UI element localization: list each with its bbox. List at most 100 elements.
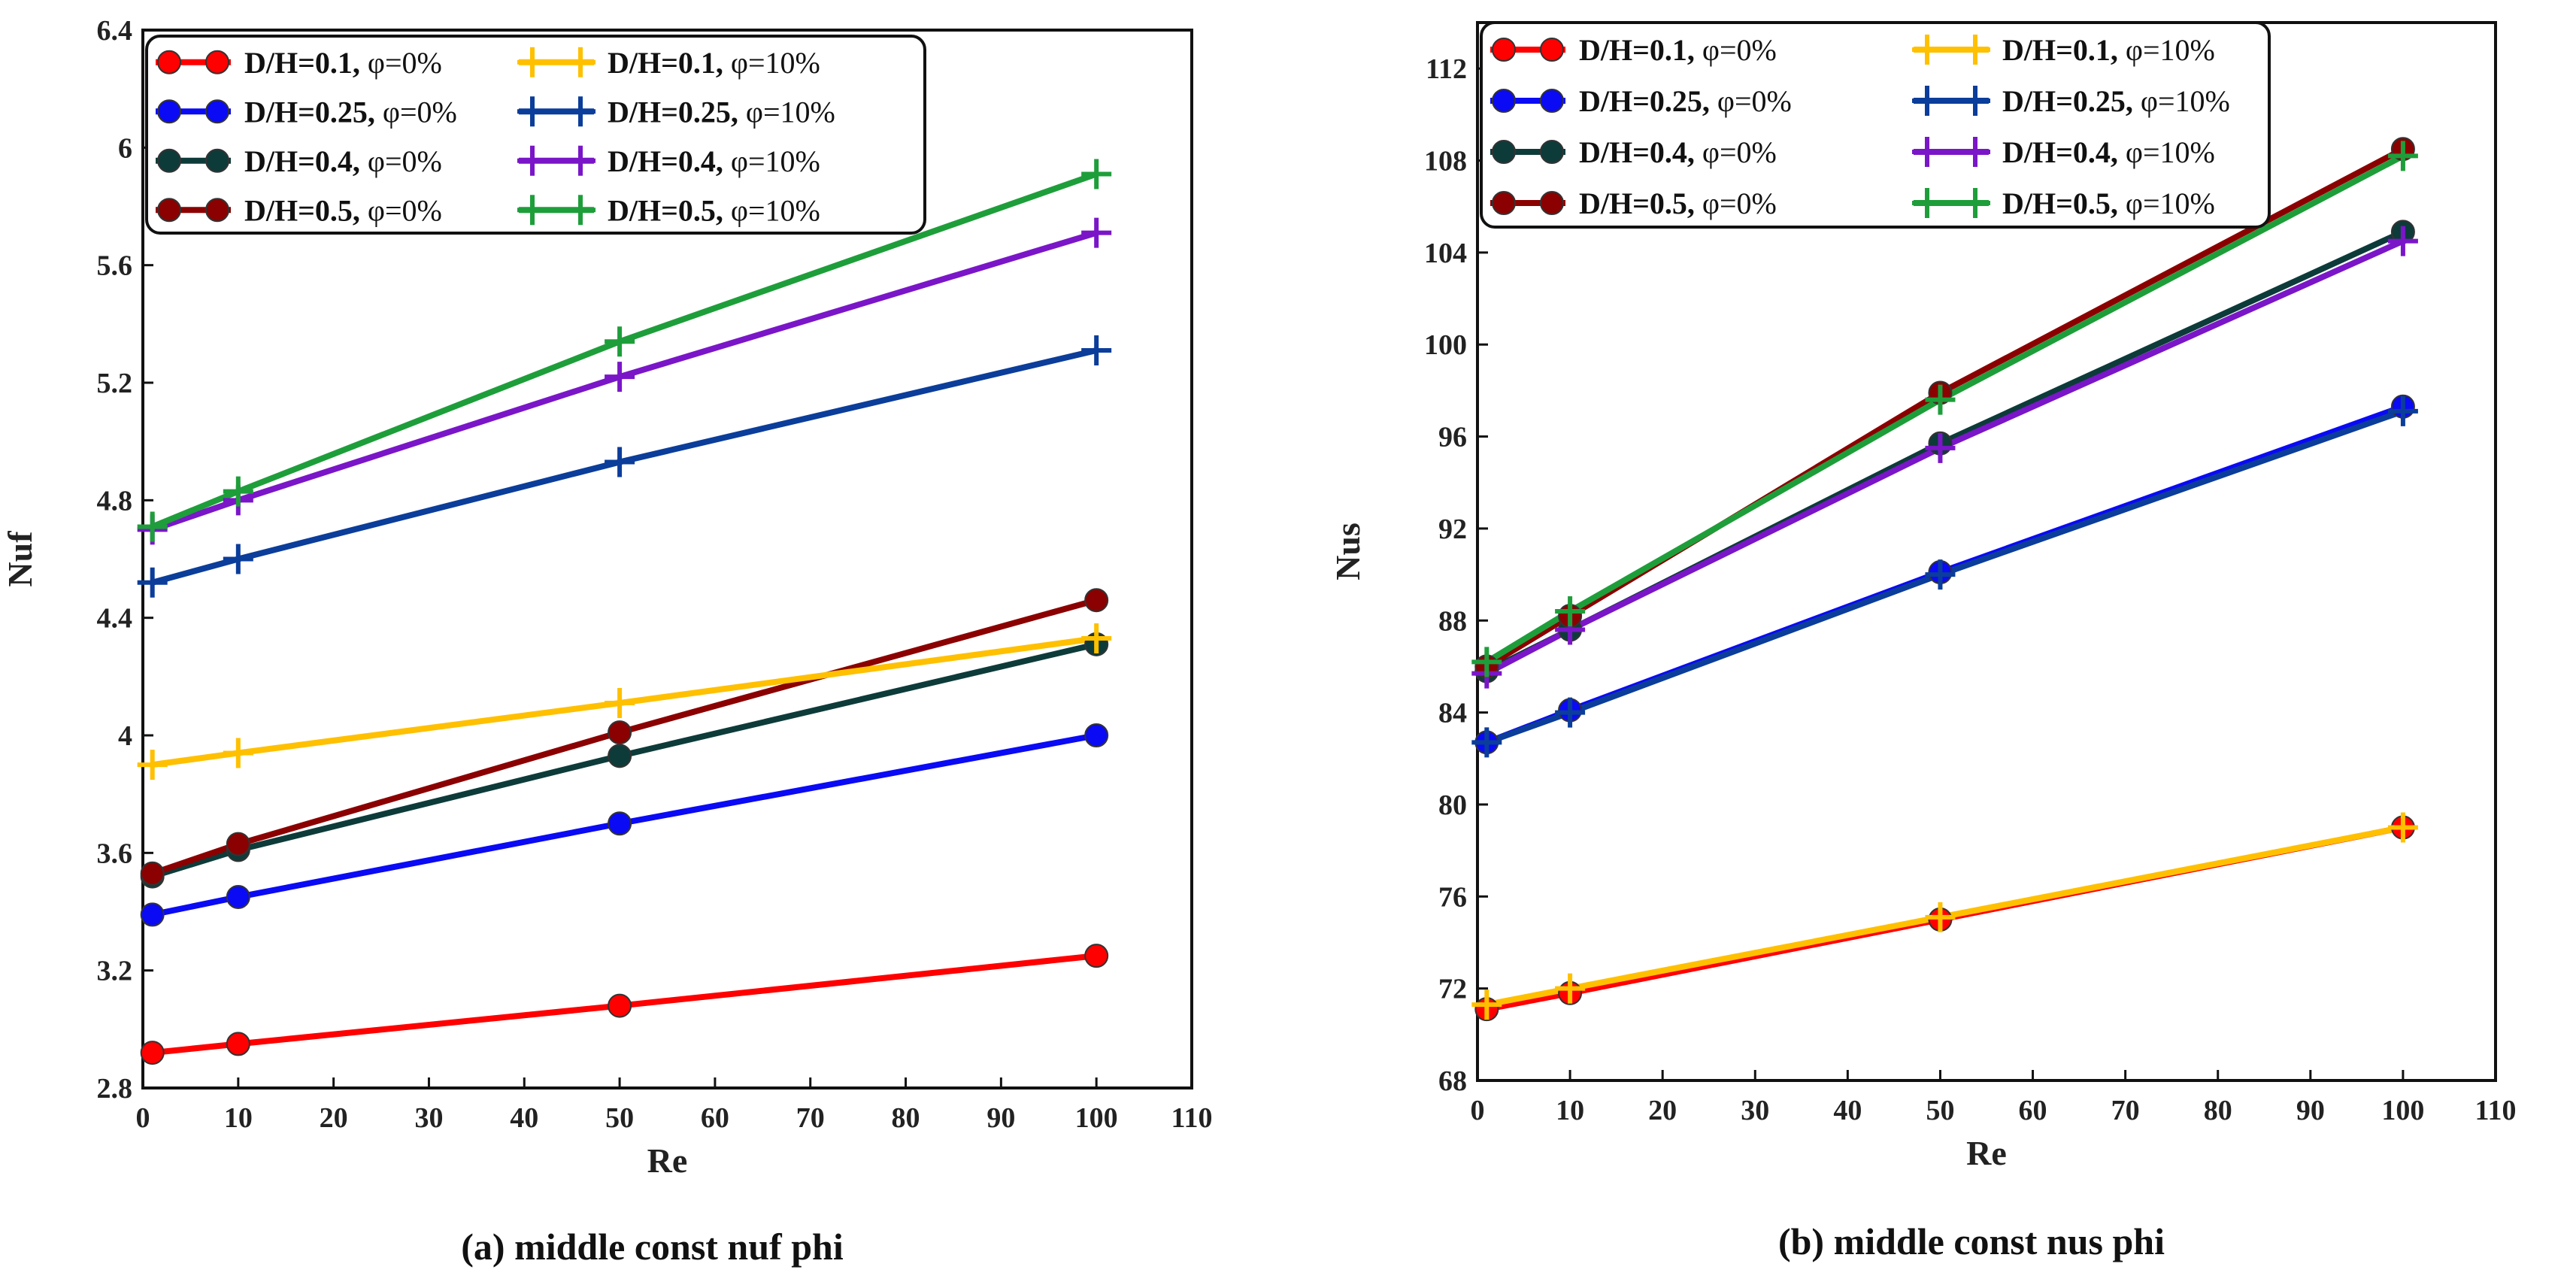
data-point-circle — [140, 902, 165, 927]
data-point-circle — [608, 720, 632, 745]
legend-label: D/H=0.5, φ=0% — [244, 193, 442, 227]
legend-entry: D/H=0.25, φ=0% — [156, 95, 457, 129]
series-line — [1485, 408, 2405, 746]
legend-entry: D/H=0.4, φ=10% — [1912, 135, 2215, 169]
data-point-plus — [1925, 384, 1956, 415]
data-point-circle — [1492, 140, 1516, 164]
legend-entry: D/H=0.25, φ=10% — [517, 95, 835, 129]
y-tick-label: 68 — [1438, 1065, 1467, 1097]
y-tick-label: 96 — [1438, 422, 1467, 453]
data-point-plus — [1081, 623, 1112, 654]
data-point-plus — [1471, 647, 1502, 677]
data-point-plus — [517, 47, 547, 77]
data-point-circle — [1492, 38, 1516, 62]
x-tick-label: 30 — [414, 1102, 443, 1134]
series-line — [151, 732, 1097, 918]
y-tick-label: 4 — [118, 720, 132, 752]
x-tick-label: 0 — [1471, 1095, 1485, 1126]
legend-label: D/H=0.1, φ=0% — [244, 46, 442, 80]
data-point-plus — [605, 688, 635, 719]
series-line — [1485, 238, 2405, 677]
y-tick-label: 72 — [1438, 974, 1467, 1005]
y-tick-label: 5.2 — [97, 368, 133, 399]
x-tick-label: 40 — [1833, 1095, 1862, 1126]
data-point-plus — [1960, 86, 1990, 116]
legend-label: D/H=0.1, φ=10% — [608, 46, 820, 80]
data-point-plus — [2387, 395, 2418, 426]
x-tick-label: 40 — [510, 1102, 538, 1134]
legend-label: D/H=0.5, φ=0% — [1579, 186, 1777, 220]
y-tick-label: 92 — [1438, 514, 1467, 545]
data-point-plus — [2387, 141, 2418, 171]
x-tick-label: 60 — [2019, 1095, 2047, 1126]
legend: D/H=0.1, φ=0% D/H=0.25, φ=0% D/H=0.4, φ=0%… — [145, 35, 926, 235]
plot-frame — [141, 29, 1193, 1089]
data-point-circle — [1084, 588, 1109, 613]
y-axis-label: Nuf — [1, 531, 39, 587]
data-point-plus — [223, 738, 253, 768]
series-line — [1485, 153, 2405, 665]
data-point-plus — [1081, 159, 1112, 189]
data-point-circle — [1540, 89, 1564, 113]
series-line — [152, 635, 1097, 768]
data-point-plus — [2387, 226, 2418, 256]
y-tick-label: 5.6 — [97, 250, 133, 282]
legend-entry: D/H=0.4, φ=10% — [517, 144, 820, 178]
legend-label: D/H=0.5, φ=10% — [608, 193, 820, 227]
data-point-circle — [1540, 38, 1564, 62]
data-point-plus — [223, 544, 253, 574]
data-point-plus — [137, 567, 168, 598]
x-tick-label: 50 — [1926, 1095, 1954, 1126]
data-point-plus — [1081, 217, 1112, 248]
legend-box — [145, 35, 926, 235]
data-point-plus — [1081, 335, 1112, 366]
x-tick-label: 110 — [2475, 1095, 2517, 1126]
data-point-plus — [565, 195, 596, 226]
data-point-circle — [157, 99, 181, 124]
data-point-plus — [517, 145, 547, 176]
legend-entry: D/H=0.25, φ=10% — [1912, 84, 2230, 118]
y-tick-label: 2.8 — [97, 1073, 133, 1105]
data-point-plus — [1555, 973, 1586, 1004]
data-point-plus — [605, 326, 635, 357]
legend-label: D/H=0.4, φ=10% — [2002, 135, 2215, 169]
data-point-plus — [1960, 137, 1990, 167]
data-point-plus — [1471, 727, 1502, 758]
data-point-circle — [157, 148, 181, 173]
legend-entry: D/H=0.4, φ=0% — [156, 144, 442, 178]
legend-label: D/H=0.4, φ=10% — [608, 144, 820, 178]
chart-a: 0 10 20 30 40 50 60 70 80 90 100 110 2.8 3.2 3.6 4 4.4 4.… — [1, 15, 1212, 1268]
x-tick-label: 20 — [1648, 1095, 1677, 1126]
y-tick-label: 3.2 — [97, 956, 133, 987]
x-tick-label: 30 — [1741, 1095, 1769, 1126]
x-tick-label: 80 — [892, 1102, 920, 1134]
data-point-plus — [1555, 697, 1586, 728]
x-tick-label: 100 — [1075, 1102, 1118, 1134]
legend-label: D/H=0.25, φ=10% — [2002, 84, 2230, 118]
data-point-plus — [1960, 35, 1990, 65]
x-tick-label: 80 — [2204, 1095, 2232, 1126]
data-point-circle — [205, 198, 229, 223]
legend-label: D/H=0.25, φ=0% — [244, 95, 457, 129]
legend-entry: D/H=0.5, φ=0% — [156, 193, 442, 227]
data-point-plus — [1925, 902, 1956, 932]
data-point-plus — [1960, 188, 1990, 218]
series-line — [151, 597, 1098, 877]
legend-entry: D/H=0.1, φ=10% — [1912, 33, 2215, 67]
x-tick-label: 90 — [986, 1102, 1015, 1134]
legend-box — [1480, 21, 2271, 229]
x-tick-label: 90 — [2296, 1095, 2325, 1126]
data-point-circle — [205, 99, 229, 124]
data-point-circle — [226, 884, 250, 909]
y-tick-label: 100 — [1424, 329, 1467, 361]
data-point-plus — [517, 96, 547, 127]
data-point-plus — [1471, 989, 1502, 1020]
series-line — [151, 641, 1098, 880]
data-point-plus — [223, 476, 253, 507]
data-point-circle — [157, 198, 181, 223]
y-tick-label: 76 — [1438, 881, 1467, 913]
data-point-plus — [137, 511, 168, 542]
y-axis-label: Nus — [1329, 523, 1367, 580]
legend-entry: D/H=0.1, φ=0% — [1490, 33, 1777, 67]
